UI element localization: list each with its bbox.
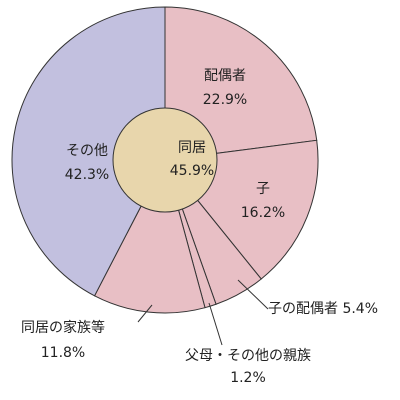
slice-label-2: 子 [256, 181, 270, 197]
leader-lines [137, 279, 269, 346]
pie-slice-5 [93, 158, 206, 314]
inner-label: 同居 [178, 140, 206, 156]
inner-circle-group [112, 107, 218, 213]
slice-value-2: 16.2% [241, 205, 285, 221]
slice-label-5: 同居の家族等 [21, 319, 105, 336]
slice-label-4: 父母・その他の親族 [185, 348, 311, 364]
leader-line-4 [208, 302, 223, 346]
slice-value-1: 22.9% [203, 92, 247, 108]
pie-slice-6 [11, 6, 166, 297]
slice-label-3: 子の配偶者 5.4% [268, 301, 378, 317]
inner-circle [112, 107, 218, 213]
inner-value: 45.9% [170, 163, 214, 179]
slice-value-5: 11.8% [41, 345, 85, 361]
pie-slice-1 [164, 6, 318, 161]
slice-value-4: 1.2% [230, 370, 266, 386]
slice-labels: 配偶者 22.9% 子 16.2% 子の配偶者 5.4% 父母・その他の親族 1.2% 同居の… [21, 68, 378, 386]
leader-line-5 [137, 304, 153, 323]
slice-label-1: 配偶者 [204, 68, 246, 84]
slice-label-6: その他 [66, 143, 108, 159]
leader-line-3 [237, 279, 269, 310]
slice-value-6: 42.3% [65, 167, 109, 183]
